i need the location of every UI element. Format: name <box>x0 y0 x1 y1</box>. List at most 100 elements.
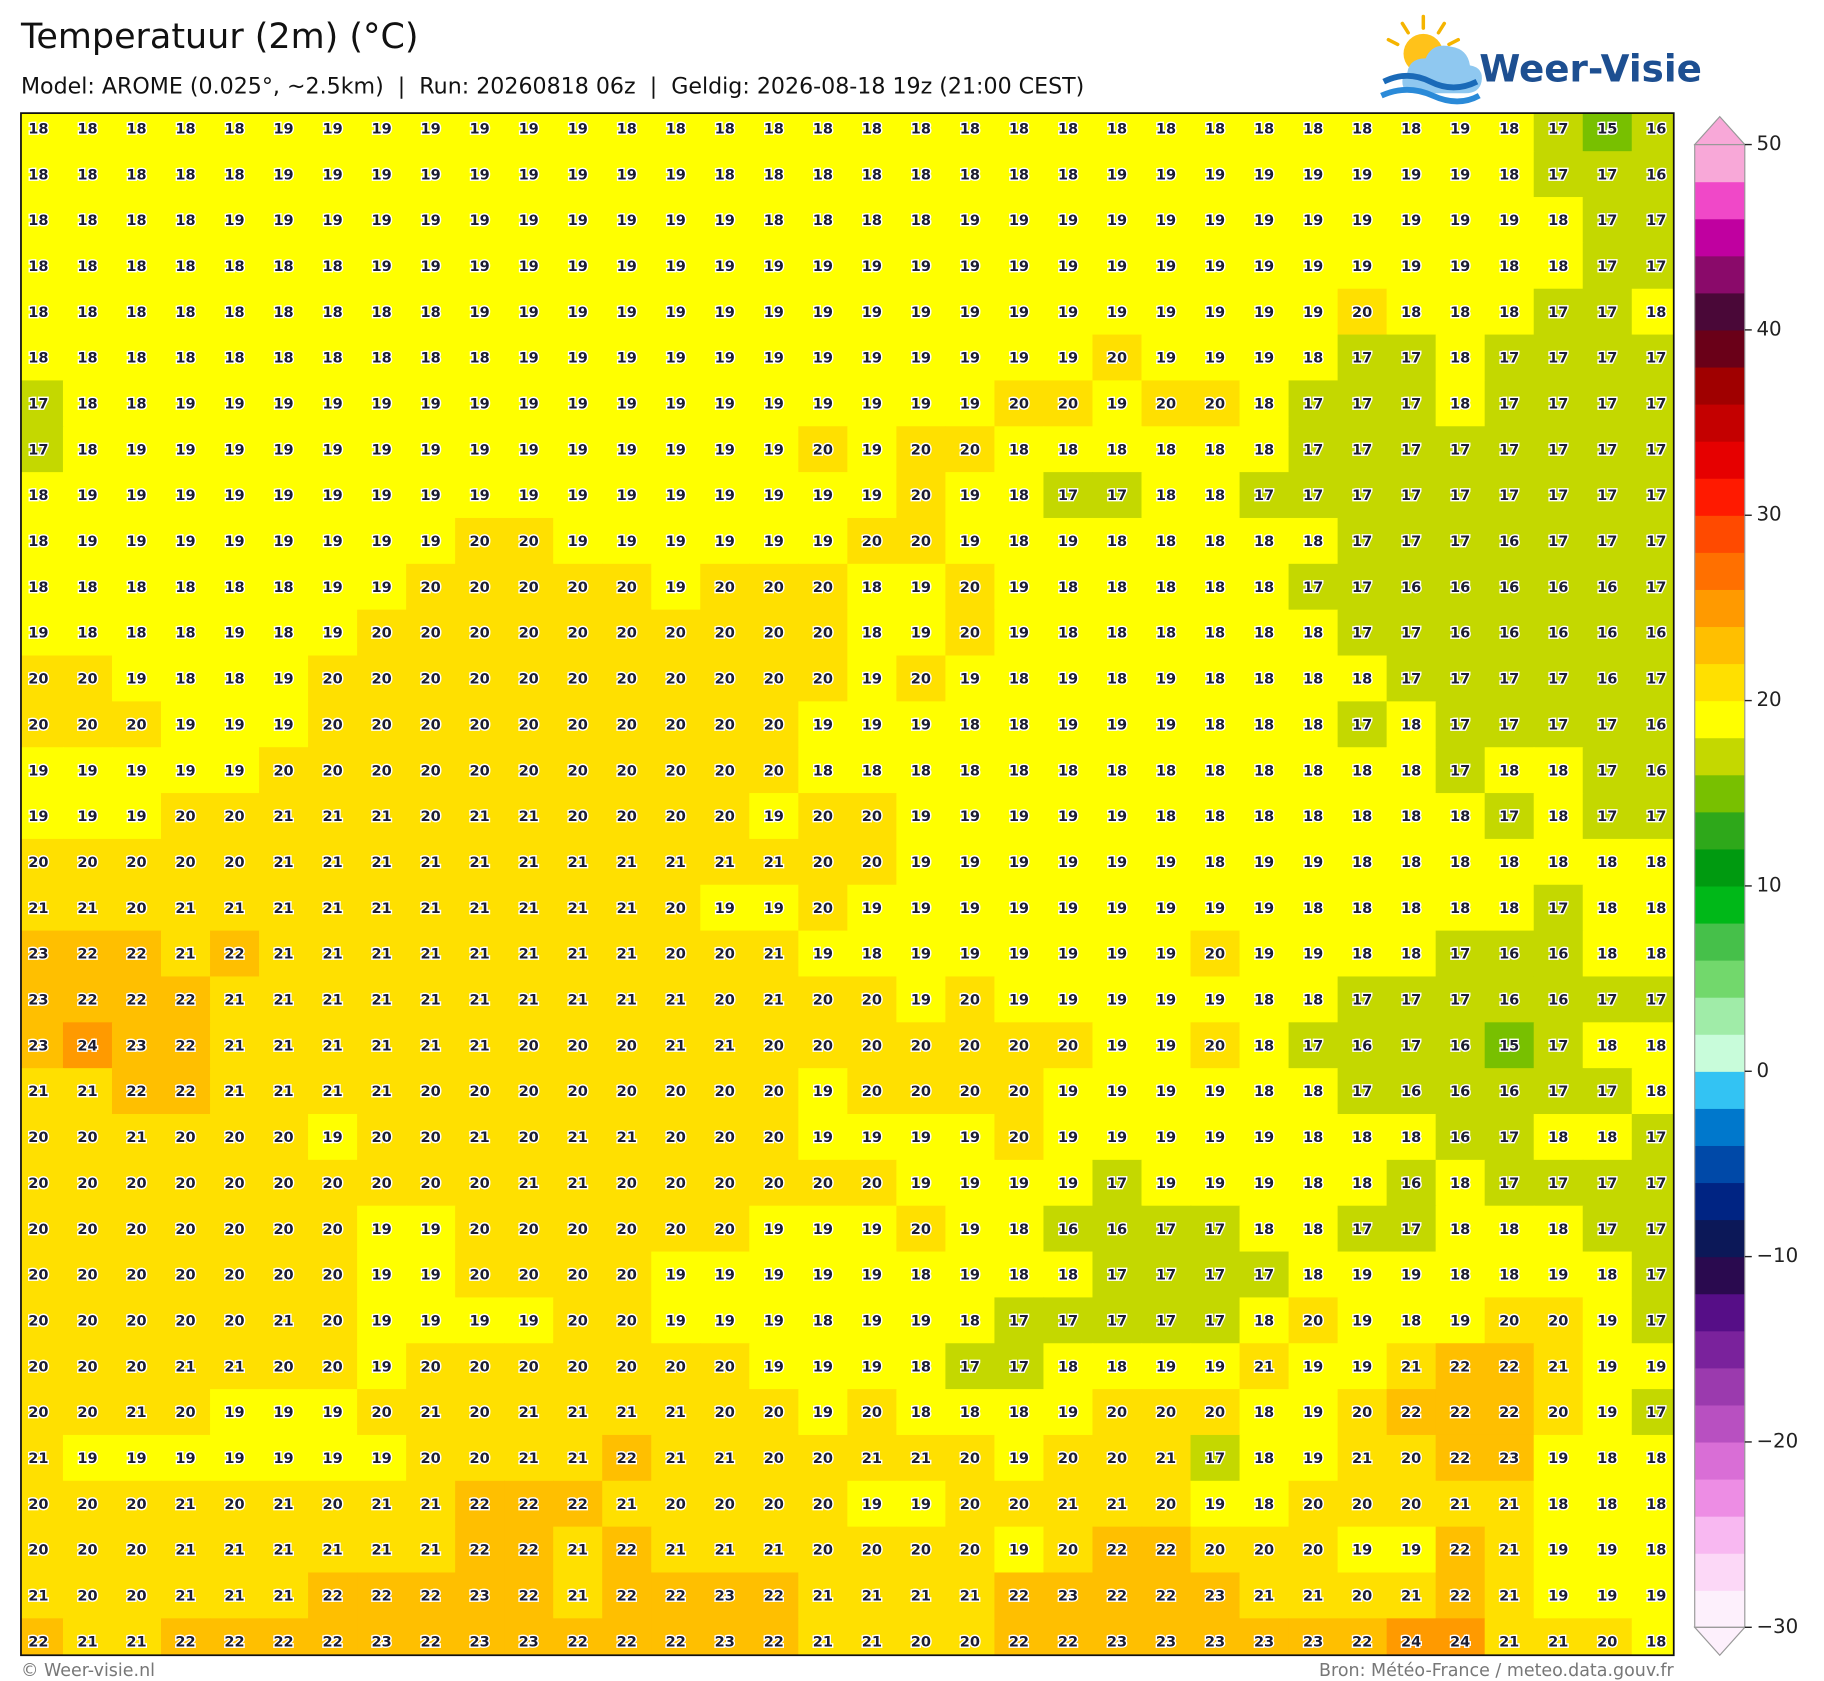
temperature-cell <box>62 930 113 978</box>
temperature-label: 18 <box>126 625 146 642</box>
temperature-label: 18 <box>126 212 146 229</box>
temperature-cell <box>749 1159 800 1207</box>
temperature-cell <box>749 747 800 794</box>
temperature-cell <box>1582 655 1633 703</box>
temperature-cell <box>161 1114 211 1161</box>
temperature-label: 17 <box>1646 1175 1666 1192</box>
temperature-label: 20 <box>175 1312 195 1329</box>
temperature-label: 16 <box>1548 946 1568 963</box>
temperature-label: 19 <box>371 533 391 550</box>
temperature-cell <box>259 793 309 840</box>
temperature-label: 19 <box>1009 579 1029 596</box>
temperature-label: 21 <box>568 1450 588 1467</box>
temperature-label: 21 <box>568 1175 588 1192</box>
temperature-cell <box>847 517 898 565</box>
temperature-label: 21 <box>273 946 293 963</box>
colorbar-bin <box>1694 700 1745 739</box>
temperature-cell <box>1484 1159 1535 1207</box>
temperature-cell <box>798 793 849 840</box>
temperature-cell <box>259 1068 309 1115</box>
colorbar-bin <box>1694 478 1745 516</box>
temperature-label: 20 <box>862 1175 882 1192</box>
temperature-label: 19 <box>224 625 244 642</box>
temperature-label: 20 <box>911 1083 931 1100</box>
temperature-label: 21 <box>322 900 342 917</box>
temperature-label: 21 <box>322 808 342 825</box>
temperature-cell <box>1631 884 1674 932</box>
temperature-label: 21 <box>175 1496 195 1513</box>
temperature-label: 18 <box>273 579 293 596</box>
temperature-cell <box>1190 380 1241 427</box>
temperature-label: 19 <box>1156 1129 1176 1146</box>
temperature-label: 19 <box>1009 1175 1029 1192</box>
temperature-label: 19 <box>1401 166 1421 183</box>
temperature-label: 18 <box>1009 120 1029 137</box>
temperature-label: 19 <box>617 533 637 550</box>
temperature-label: 17 <box>1499 396 1519 413</box>
colorbar-bin <box>1694 255 1745 294</box>
temperature-cell <box>1582 1251 1633 1299</box>
temperature-label: 19 <box>715 212 735 229</box>
temperature-cell <box>1043 884 1094 932</box>
temperature-cell <box>210 197 260 244</box>
temperature-label: 20 <box>322 1221 342 1238</box>
temperature-label: 18 <box>1254 533 1274 550</box>
temperature-label: 19 <box>1205 258 1225 275</box>
temperature-label: 19 <box>1058 1129 1078 1146</box>
temperature-cell <box>210 1297 260 1344</box>
temperature-cell <box>357 242 407 290</box>
temperature-cell <box>1141 288 1192 336</box>
temperature-cell <box>651 976 701 1024</box>
temperature-cell <box>994 563 1045 611</box>
temperature-label: 18 <box>28 579 48 596</box>
temperature-cell <box>62 1297 113 1344</box>
temperature-cell <box>210 1159 260 1207</box>
temperature-label: 17 <box>1597 258 1617 275</box>
temperature-cell <box>1435 1114 1486 1161</box>
temperature-label: 20 <box>911 533 931 550</box>
temperature-label: 20 <box>224 808 244 825</box>
temperature-label: 21 <box>224 992 244 1009</box>
temperature-label: 19 <box>960 258 980 275</box>
temperature-cell <box>945 1251 996 1299</box>
temperature-label: 22 <box>1352 1633 1372 1650</box>
temperature-label: 21 <box>224 1542 244 1559</box>
temperature-label: 22 <box>1107 1588 1127 1605</box>
temperature-label: 20 <box>175 1404 195 1421</box>
temperature-label: 21 <box>666 1450 686 1467</box>
temperature-cell <box>20 113 64 152</box>
temperature-cell <box>1582 1205 1633 1253</box>
temperature-cell <box>1435 747 1486 794</box>
temperature-label: 20 <box>1058 396 1078 413</box>
temperature-label: 20 <box>568 1221 588 1238</box>
temperature-label: 18 <box>1303 1267 1323 1284</box>
temperature-cell <box>994 288 1045 336</box>
temperature-label: 19 <box>1205 166 1225 183</box>
temperature-label: 21 <box>273 808 293 825</box>
temperature-cell <box>210 793 260 840</box>
temperature-cell <box>945 288 996 336</box>
temperature-cell <box>455 884 505 932</box>
temperature-cell <box>602 197 652 244</box>
temperature-cell <box>896 609 947 657</box>
temperature-cell <box>847 426 898 473</box>
temperature-label: 20 <box>764 762 784 779</box>
temperature-cell <box>259 288 309 336</box>
temperature-label: 19 <box>715 304 735 321</box>
temperature-label: 19 <box>862 1129 882 1146</box>
colorbar-bin <box>1694 1404 1745 1443</box>
temperature-label: 19 <box>175 716 195 733</box>
temperature-cell <box>700 793 751 840</box>
temperature-label: 22 <box>77 946 97 963</box>
temperature-cell <box>406 701 456 748</box>
temperature-label: 18 <box>77 166 97 183</box>
temperature-cell <box>651 197 701 244</box>
temperature-label: 20 <box>1009 1129 1029 1146</box>
temperature-label: 21 <box>371 946 391 963</box>
temperature-cell <box>1288 197 1339 244</box>
temperature-cell <box>161 976 211 1024</box>
temperature-label: 18 <box>77 258 97 275</box>
temperature-label: 19 <box>1352 1312 1372 1329</box>
temperature-label: 18 <box>1401 762 1421 779</box>
temperature-cell <box>847 1022 898 1069</box>
